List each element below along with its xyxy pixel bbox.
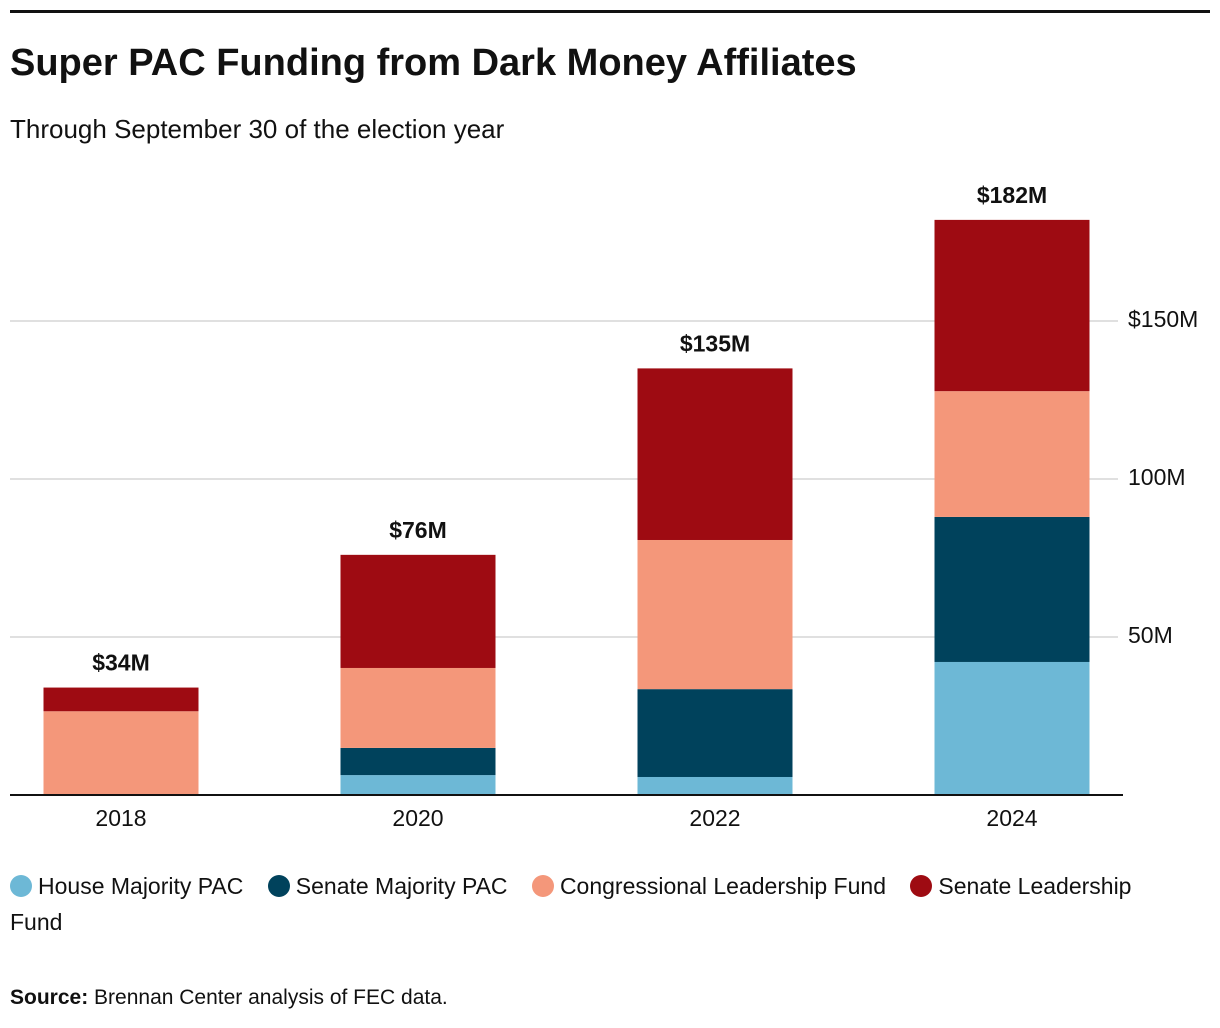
chart-subtitle: Through September 30 of the election yea…: [10, 114, 505, 144]
x-tick-label: 2024: [986, 805, 1037, 831]
bar-segment: [43, 711, 199, 795]
bar-segment: [934, 516, 1090, 662]
legend-label: Senate Majority PAC: [295, 873, 508, 899]
total-label: $135M: [680, 330, 750, 356]
bar-segment: [637, 689, 793, 777]
legend-label: House Majority PAC: [38, 873, 244, 899]
bar-segment: [340, 775, 496, 795]
bar-segment: [934, 661, 1090, 795]
x-tick-label: 2018: [95, 805, 146, 831]
y-tick-label: 50M: [1128, 622, 1173, 648]
total-label: $34M: [92, 650, 150, 676]
bar-segment: [934, 219, 1090, 392]
x-tick-label: 2022: [689, 805, 740, 831]
source-text: Brennan Center analysis of FEC data.: [94, 986, 448, 1009]
bar-segment: [340, 747, 496, 776]
y-tick-label: 100M: [1128, 464, 1186, 490]
legend-swatch: [531, 875, 554, 897]
source: Source: Brennan Center analysis of FEC d…: [10, 986, 448, 1010]
legend-label: Senate Leadership Fund: [10, 873, 1132, 935]
chart-title: Super PAC Funding from Dark Money Affili…: [10, 42, 857, 84]
bar-segment: [340, 554, 496, 668]
bar-segment: [43, 687, 199, 712]
legend: House Majority PAC Senate Majority PAC C…: [10, 868, 1200, 940]
bar-segment: [340, 667, 496, 748]
legend-item: Senate Majority PAC: [267, 873, 508, 899]
top-rule: [10, 10, 1210, 13]
legend-item: Congressional Leadership Fund: [531, 873, 886, 899]
legend-swatch: [910, 875, 933, 897]
bar-segment: [637, 776, 793, 795]
bar-segment: [637, 368, 793, 540]
legend-label: Congressional Leadership Fund: [559, 873, 886, 899]
total-label: $182M: [977, 182, 1047, 208]
legend-item: Senate Leadership Fund: [10, 873, 1131, 935]
legend-swatch: [267, 875, 290, 897]
x-tick-label: 2020: [392, 805, 443, 831]
bar-segment: [637, 539, 793, 690]
source-label: Source:: [10, 986, 89, 1009]
y-tick-label: $150M: [1128, 306, 1198, 332]
legend-swatch: [10, 875, 32, 897]
total-label: $76M: [389, 517, 447, 543]
legend-item: House Majority PAC: [10, 873, 243, 899]
bar-segment: [934, 391, 1090, 517]
